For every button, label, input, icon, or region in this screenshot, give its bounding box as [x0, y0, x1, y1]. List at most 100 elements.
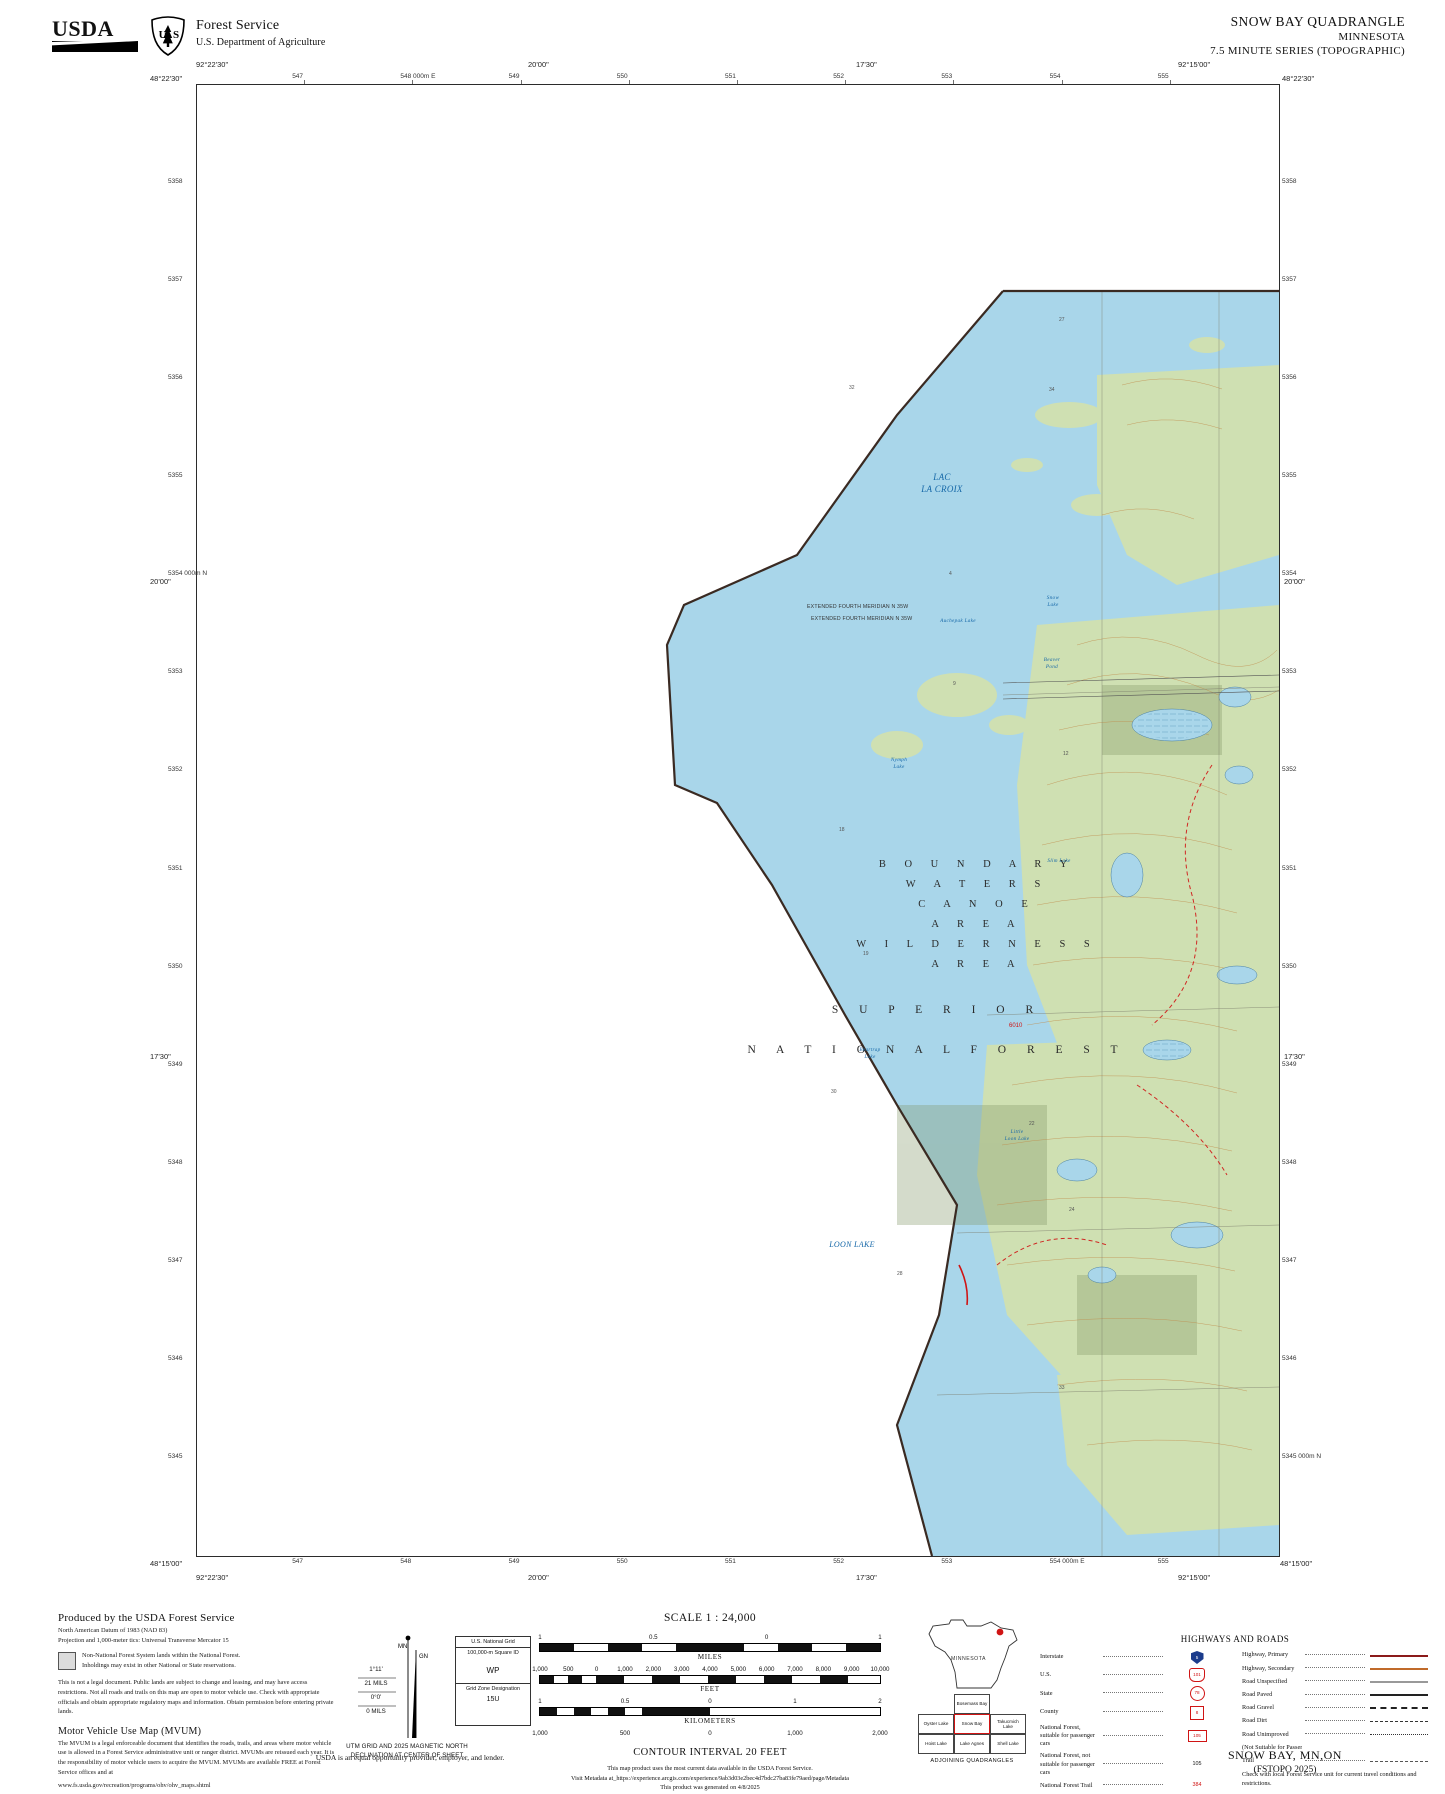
edge-label-right-20: 20'00"	[1284, 577, 1305, 586]
line-road-unspecified-icon	[1368, 1680, 1430, 1683]
agency-department: U.S. Department of Agriculture	[196, 37, 326, 48]
grid-tick-bottom: 555	[1157, 1558, 1169, 1565]
corner-label-top-right-lat: 48°22'30"	[1282, 74, 1315, 83]
scale-tick-label: 0	[594, 1666, 599, 1673]
grid-tick-right: 5358	[1282, 178, 1297, 186]
adj-cell-southwest[interactable]: Hoist Lake	[918, 1734, 954, 1754]
line-road-dirt-icon	[1368, 1720, 1430, 1722]
adjoining-quadrangles: Bosemass Bay Oyster Lake Snow Bay Takucm…	[918, 1694, 1026, 1764]
grid-tick-bottom: 547	[292, 1558, 304, 1565]
legend-row-interstate: Interstate 5	[1040, 1651, 1228, 1664]
edge-label-bottom-1730: 17'30"	[856, 1573, 877, 1582]
usda-logo: USDA	[52, 18, 140, 52]
grid-tick-mark	[412, 80, 414, 84]
map-canvas[interactable]: LAC LA CROIX B O U N D A R Y W A T E R S …	[197, 85, 1279, 1556]
adj-cell-west[interactable]: Oyster Lake	[918, 1714, 954, 1734]
corner-label-top-right-lon: 92°15'00"	[1178, 60, 1211, 69]
grid-tick-right: 5357	[1282, 276, 1297, 284]
adj-cell-east[interactable]: Takucmich Lake	[990, 1714, 1026, 1734]
scale-tick-label: 10,000	[870, 1666, 890, 1673]
grid-tick-top: 548 000m E	[400, 73, 436, 80]
grid-tick-bottom: 553	[941, 1558, 953, 1565]
forest-service-text: Forest Service U.S. Department of Agricu…	[196, 18, 325, 48]
grid-tick-top: 550	[616, 73, 628, 80]
quad-footer-product: (FSTOPO 2025)	[1253, 1765, 1317, 1775]
scale-tick-label: 2,000	[872, 1730, 888, 1737]
scale-tick-label: 1	[878, 1634, 882, 1641]
metadata-line-1: This map product uses the most current d…	[607, 1765, 813, 1772]
edge-label-top-20: 20'00"	[528, 60, 549, 69]
feet-unit-label: FEET	[700, 1685, 720, 1693]
produced-by: Produced by the USDA Forest Service	[58, 1612, 235, 1624]
grid-tick-bottom: 550	[616, 1558, 628, 1565]
svg-text:S: S	[173, 29, 179, 41]
grid-tick-mark	[628, 80, 630, 84]
feet-scale-bar	[539, 1675, 881, 1684]
miles-tick-labels: 1 0.5 0 1	[530, 1634, 890, 1643]
eeo-statement: USDA is an equal opportunity provider, e…	[315, 1753, 505, 1762]
adj-cell-north[interactable]: Bosemass Bay	[954, 1694, 990, 1714]
scale-tick-label: 5,000	[730, 1666, 747, 1673]
dot-leader	[1103, 1656, 1163, 1657]
line-road-unimproved-icon	[1368, 1734, 1430, 1736]
grid-tick-left: 5352	[168, 766, 183, 774]
scale-tick-label: 500	[619, 1730, 631, 1737]
projection-line: Projection and 1,000-meter tics: Univers…	[58, 1636, 229, 1644]
grid-tick-left: 5346	[168, 1354, 183, 1362]
legend-row-not-suitable-note: (Not Suitable for Passenger Cars)	[1242, 1743, 1302, 1751]
metadata-line-2[interactable]: Visit Metadata at_https://experience.arc…	[571, 1774, 849, 1782]
adj-cell-center: Snow Bay	[954, 1714, 990, 1734]
scale-tick-label: 8,000	[815, 1666, 832, 1673]
line-highway-primary-icon	[1368, 1654, 1430, 1657]
legend-row-nf-not-suitable: National Forest, not suitable for passen…	[1040, 1752, 1228, 1777]
scale-tick-label: 6,000	[758, 1666, 775, 1673]
inholding-line1: Non-National Forest System lands within …	[82, 1652, 241, 1660]
grid-tick-top: 555	[1157, 73, 1169, 80]
grid-tick-right: 5347	[1282, 1256, 1297, 1264]
grid-tick-top: 551	[725, 73, 736, 80]
grid-tick-bottom: 554 000m E	[1049, 1558, 1085, 1565]
scale-tick-label: 9,000	[843, 1666, 860, 1673]
agency-name: Forest Service	[196, 18, 280, 33]
adj-cell-south[interactable]: Lake Agnes	[954, 1734, 990, 1754]
grid-tick-mark	[1169, 80, 1171, 84]
mvum-url[interactable]: www.fs.usda.gov/recreation/programs/ohv/…	[58, 1782, 211, 1790]
legend-row-road-unspecified: Road Unspecified	[1242, 1677, 1430, 1686]
dot-leader	[1103, 1711, 1163, 1713]
grid-tick-right: 5352	[1282, 766, 1297, 774]
edge-label-left-20: 20'00"	[150, 577, 171, 586]
svg-text:GN: GN	[419, 1654, 428, 1660]
declination-mils: 21 MILS	[364, 1680, 388, 1687]
declination-arrows: MN GN	[358, 1635, 428, 1738]
grid-tick-right: 5345 000m N	[1282, 1452, 1322, 1460]
grid-tick-mark	[520, 80, 522, 84]
scale-tick-label: 3,000	[673, 1666, 690, 1673]
kilometers-tick-labels: 1 0.5 0 1 2	[530, 1698, 890, 1707]
usng-zone-id: 15U	[486, 1696, 500, 1703]
edge-label-left-1730: 17'30"	[150, 1052, 171, 1061]
scale-tick-label: 2	[878, 1698, 882, 1705]
scale-tick-label: 0.5	[620, 1698, 630, 1705]
grid-tick-bottom: 548	[400, 1558, 412, 1565]
highways-roads-legend: HIGHWAYS AND ROADS Interstate 5 U.S. 101…	[1040, 1634, 1430, 1794]
legend-row-road-dirt: Road Dirt	[1242, 1717, 1430, 1726]
quad-footer-name: SNOW BAY, MN,ON	[1228, 1748, 1342, 1762]
legend-title: HIGHWAYS AND ROADS	[1180, 1634, 1290, 1644]
usda-wordmark: USDA	[52, 16, 114, 41]
quad-footer: SNOW BAY, MN,ON (FSTOPO 2025)	[1155, 1748, 1415, 1775]
grid-tick-right: 5353	[1282, 668, 1297, 676]
miles-unit-label: MILES	[697, 1653, 723, 1661]
legend-row-road-unimproved: Road Unimproved	[1242, 1730, 1430, 1739]
grid-tick-mark	[304, 80, 306, 84]
grid-tick-top: 553	[941, 73, 953, 80]
grid-tick-right: 5350	[1282, 962, 1297, 970]
adj-cell-southeast[interactable]: Shell Lake	[990, 1734, 1026, 1754]
legal-disclaimer: This is not a legal document. Public lan…	[58, 1679, 334, 1716]
grid-tick-left: 5354 000m N	[168, 570, 208, 578]
legend-row-highway-primary: Highway, Primary	[1242, 1651, 1430, 1660]
dot-leader	[1305, 1693, 1365, 1695]
grid-tick-left: 5353	[168, 668, 183, 676]
grid-tick-right: 5356	[1282, 374, 1297, 382]
scale-tick-label: 0	[708, 1730, 712, 1737]
dot-leader	[1103, 1763, 1163, 1765]
